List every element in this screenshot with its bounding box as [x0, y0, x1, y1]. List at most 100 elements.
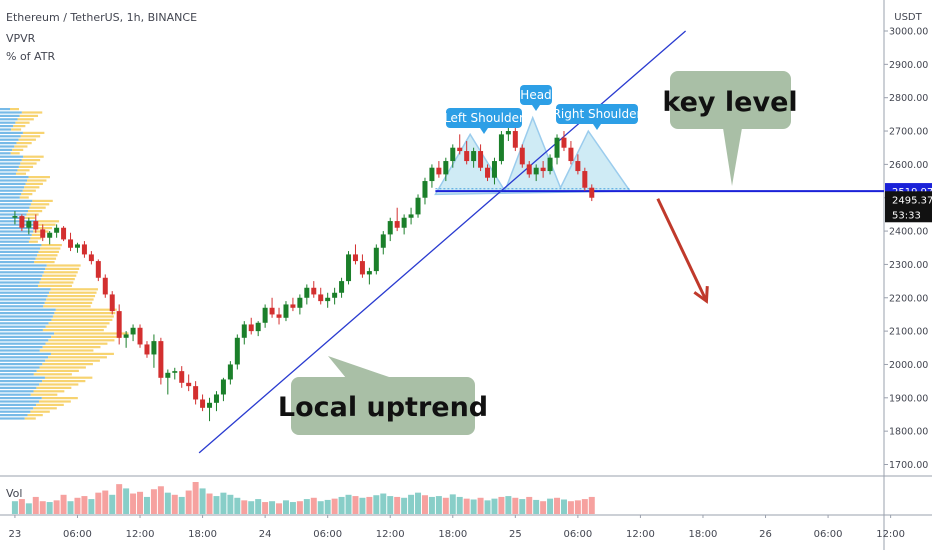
- volume-bar: [394, 496, 401, 514]
- vpvr-bar-down: [10, 108, 19, 111]
- candle-body: [95, 261, 101, 278]
- vpvr-bar-down: [37, 254, 58, 257]
- vpvr-bar-down: [43, 305, 91, 308]
- volume-bar: [449, 494, 456, 514]
- vpvr-bar-down: [54, 332, 129, 335]
- volume-bar: [421, 495, 428, 514]
- symbol-title[interactable]: Ethereum / TetherUS, 1h, BINANCE: [6, 11, 198, 24]
- candle-body: [373, 247, 379, 272]
- vpvr-bar-down: [39, 281, 74, 284]
- vpvr-bar-down: [10, 152, 20, 155]
- volume-bar: [262, 502, 269, 514]
- vpvr-bar-up: [0, 210, 28, 213]
- vpvr-bar-up: [0, 193, 22, 196]
- volume-bar: [220, 492, 227, 514]
- vpvr-bar-up: [0, 250, 39, 253]
- vpvr-bar-down: [15, 172, 27, 175]
- vpvr-bar-up: [0, 114, 20, 117]
- volume-bar: [498, 496, 505, 514]
- candle-body: [561, 137, 567, 148]
- vpvr-bar-up: [0, 339, 49, 342]
- vpvr-bar-down: [26, 213, 39, 216]
- volume-bar: [171, 494, 178, 514]
- volume-bar: [380, 493, 387, 514]
- time-tick-label: 12:00: [876, 529, 905, 540]
- currency-label: USDT: [894, 12, 922, 23]
- vpvr-bar-up: [0, 186, 25, 189]
- time-tick-label: 26: [759, 529, 772, 540]
- candle-body: [547, 157, 553, 172]
- candle-body: [207, 402, 213, 408]
- vpvr-bar-up: [0, 329, 43, 332]
- vpvr-bar-up: [0, 298, 47, 301]
- vpvr-bar-up: [0, 230, 34, 233]
- vpvr-bar-down: [25, 182, 43, 185]
- volume-bar: [39, 501, 46, 514]
- vpvr-bar-down: [39, 383, 79, 386]
- vpvr-bar-down: [21, 111, 43, 114]
- candle-body: [318, 294, 324, 302]
- time-tick-label: 18:00: [188, 529, 217, 540]
- candle-body: [380, 234, 386, 248]
- candle-body: [19, 216, 25, 228]
- vpvr-bar-down: [36, 369, 79, 372]
- vpvr-bar-down: [33, 390, 65, 393]
- candle-body: [450, 147, 456, 162]
- volume-bar: [331, 498, 338, 514]
- volume-bar: [60, 494, 67, 514]
- vpvr-bar-down: [12, 148, 24, 151]
- candle-body: [582, 171, 588, 188]
- candle-body: [436, 167, 442, 175]
- uptrend-callout-pointer: [328, 356, 392, 378]
- volume-bar: [143, 496, 150, 514]
- vpvr-bar-up: [0, 264, 47, 267]
- vpvr-bar-down: [38, 250, 59, 253]
- vpvr-bar-up: [0, 301, 45, 304]
- volume-bar: [526, 496, 533, 514]
- price-tick-label: 1700.00: [889, 460, 928, 471]
- candle-body: [165, 372, 171, 378]
- vpvr-bar-up: [0, 118, 18, 121]
- vpvr-bar-up: [0, 386, 37, 389]
- volume-bar: [477, 497, 484, 514]
- candle-body: [276, 314, 282, 318]
- vpvr-bar-up: [0, 407, 34, 410]
- volume-bar: [109, 494, 116, 514]
- volume-bar: [352, 496, 359, 514]
- time-tick-label: 18:00: [438, 529, 467, 540]
- vpvr-bar-down: [41, 397, 78, 400]
- candle-body: [123, 334, 129, 338]
- volume-bar: [25, 503, 32, 514]
- vpvr-bar-down: [25, 216, 36, 219]
- vpvr-bar-up: [0, 169, 18, 172]
- volume-bar: [554, 497, 561, 514]
- vpvr-bar-down: [35, 257, 57, 260]
- volume-bar: [519, 499, 526, 514]
- right-shoulder-callout-bubble: [556, 104, 638, 124]
- volume-bar: [512, 497, 519, 514]
- vpvr-bar-up: [0, 189, 23, 192]
- vpvr-bar-down: [51, 318, 113, 321]
- candle-body: [505, 131, 511, 135]
- head-callout-text: Head: [520, 88, 551, 102]
- candle-body: [248, 324, 254, 332]
- vpvr-bar-down: [23, 155, 44, 158]
- vpvr-bar-up: [0, 128, 12, 131]
- candle-body: [102, 277, 108, 295]
- vpvr-bar-down: [28, 240, 38, 243]
- candle-body: [491, 161, 497, 178]
- vpvr-bar-down: [55, 308, 117, 311]
- vpvr-bar-down: [30, 203, 50, 206]
- vpvr-bar-up: [0, 182, 26, 185]
- atr-indicator-label[interactable]: % of ATR: [6, 50, 56, 63]
- vpvr-bar-up: [0, 271, 44, 274]
- vpvr-bar-down: [39, 366, 86, 369]
- vpvr-bar-up: [0, 165, 19, 168]
- vpvr-bar-down: [39, 247, 61, 250]
- candle-body: [408, 214, 414, 218]
- vpvr-indicator-label[interactable]: VPVR: [6, 32, 36, 45]
- candle-body: [325, 297, 331, 302]
- vpvr-bar-down: [41, 244, 62, 247]
- vpvr-bar-up: [0, 318, 52, 321]
